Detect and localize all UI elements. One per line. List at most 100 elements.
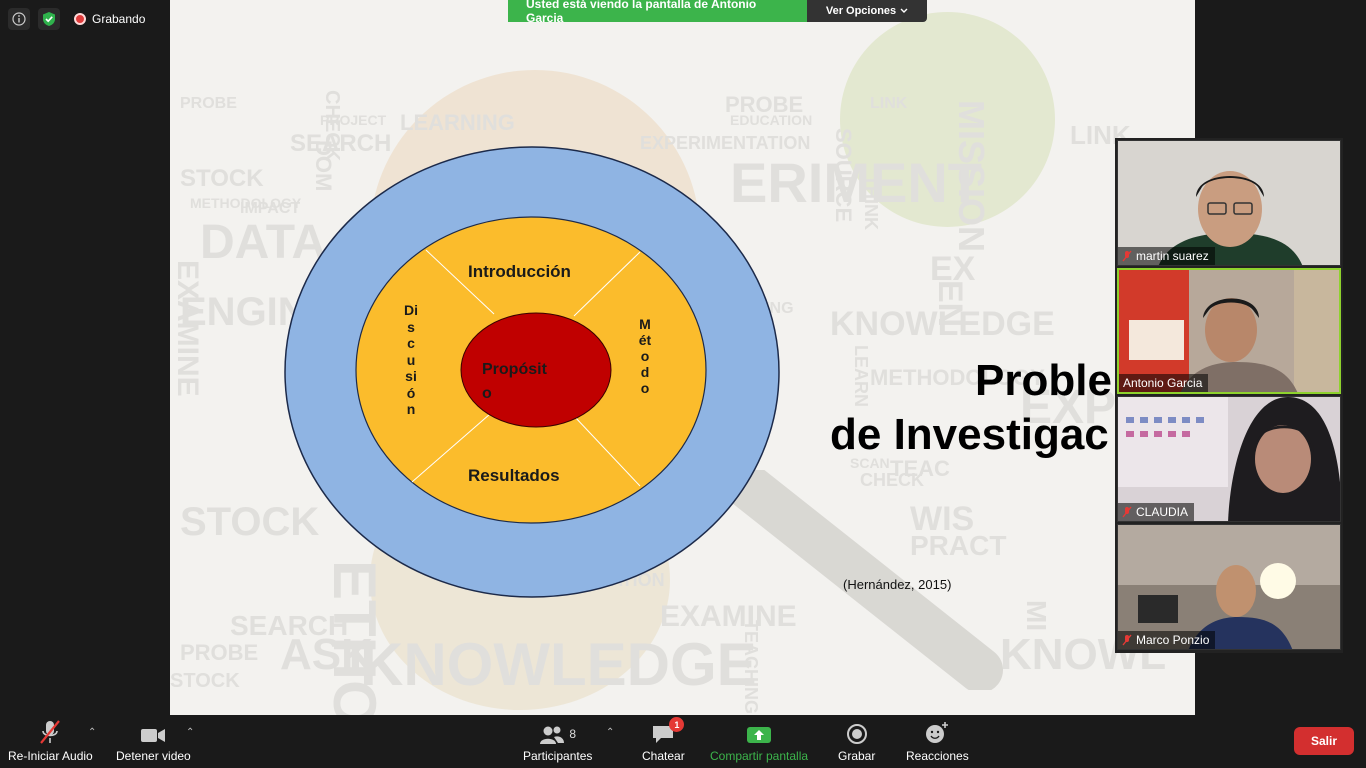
slide-title-line2: de Investigac [830, 410, 1109, 459]
video-button[interactable]: Detener video [116, 719, 191, 763]
record-button[interactable]: Grabar [838, 719, 875, 763]
diagram-label-proposito-line2: o [482, 385, 492, 402]
video-button-label: Detener video [116, 749, 191, 763]
smiley-plus-icon [926, 722, 949, 743]
audio-button-label: Re-Iniciar Audio [8, 749, 93, 763]
shield-check-icon [43, 12, 55, 26]
background-word: LEARN [851, 345, 871, 407]
participant-tile[interactable]: martin suarez [1117, 140, 1341, 266]
background-word: SCAN [850, 455, 890, 471]
diagram-label-resultados: Resultados [468, 466, 560, 485]
background-word: EN [931, 280, 969, 328]
meeting-toolbar: Re-Iniciar Audio ⌃ Detener video ⌃ 8 Par… [0, 715, 1366, 768]
shared-screen: PROBE CHECK LEARNING PROBE LINK MISSION PROJEC… [170, 0, 1195, 715]
chevron-down-icon [900, 8, 908, 13]
background-word: ASK [280, 630, 373, 679]
participant-video-feed [1118, 141, 1340, 265]
background-word: PROBE [725, 92, 804, 117]
background-word: LINK [870, 95, 908, 112]
background-word: EXPERIMENTATION [640, 133, 811, 153]
background-word: ERIMENT [730, 151, 982, 214]
background-word: TEACHING [741, 620, 761, 714]
mic-muted-icon [1122, 506, 1132, 518]
participants-count: 8 [569, 727, 577, 741]
recording-dot-icon [74, 13, 86, 25]
decorative-circle-green [840, 12, 1055, 227]
background-word: KNOWLEDGE [830, 305, 1055, 343]
share-screen-button[interactable]: Compartir pantalla [710, 719, 808, 763]
participant-name: Antonio Garcia [1123, 376, 1203, 390]
participant-name-tag: martin suarez [1118, 247, 1215, 265]
reactions-button[interactable]: Reacciones [906, 719, 969, 763]
background-word: ETHOD [321, 560, 388, 715]
leave-meeting-button[interactable]: Salir [1294, 727, 1354, 755]
chat-button[interactable]: 1 Chatear [642, 717, 685, 763]
participant-name-tag: CLAUDIA [1118, 503, 1195, 521]
recording-label: Grabando [92, 12, 146, 26]
diagram-label-metodo: Método [638, 316, 652, 396]
background-word: EDUCATION [730, 112, 813, 128]
participant-video-feed [1118, 397, 1340, 521]
background-word: PRACT [910, 530, 1007, 561]
participant-video-feed [1119, 270, 1339, 392]
participant-gallery: martin suarez Antonio Garcia [1115, 138, 1343, 653]
background-word: MI [1021, 600, 1052, 632]
background-word: PROBE [180, 640, 259, 665]
view-options-label: Ver Opciones [825, 5, 897, 17]
background-word: EX [930, 250, 976, 288]
recording-indicator[interactable]: Grabando [68, 8, 151, 30]
participant-name-tag: Antonio Garcia [1119, 374, 1209, 392]
audio-options-chevron-icon[interactable]: ⌃ [88, 727, 97, 738]
diagram-label-proposito-line1: Propósit [482, 361, 547, 378]
share-screen-button-label: Compartir pantalla [710, 749, 809, 763]
participant-video-feed [1118, 525, 1340, 649]
participant-name: Marco Ponzio [1136, 633, 1210, 647]
background-word: STOCK [180, 500, 320, 544]
participant-name: CLAUDIA [1136, 505, 1189, 519]
background-word: WIS [910, 500, 975, 538]
chat-unread-badge: 1 [669, 717, 685, 732]
magnifier-handle-graphic [730, 470, 1003, 690]
participant-tile[interactable]: CLAUDIA [1117, 396, 1341, 522]
view-options-button[interactable]: Ver Opciones [807, 0, 927, 22]
encryption-button[interactable] [38, 8, 60, 30]
record-button-label: Grabar [838, 749, 876, 763]
background-word: SEARCH [230, 610, 349, 641]
mic-muted-icon [1122, 250, 1132, 262]
background-word: DATA [200, 216, 327, 269]
video-camera-icon [141, 729, 166, 742]
participant-tile[interactable]: Marco Ponzio [1117, 524, 1341, 650]
share-banner-text: Usted está viendo la pantalla de Antonio… [508, 0, 807, 25]
participants-button-label: Participantes [523, 749, 593, 763]
meeting-status-bar: Grabando [8, 8, 151, 30]
background-word: CHECK [860, 470, 925, 490]
participant-name: martin suarez [1136, 249, 1209, 263]
background-word: STOCK [180, 165, 264, 192]
chat-button-label: Chatear [642, 749, 685, 763]
background-word: SEARCH [290, 130, 392, 157]
background-word: DOM [311, 140, 336, 192]
slide-title-line1: Proble [975, 356, 1112, 405]
concentric-circles-graphic [284, 146, 780, 598]
background-word: EXAMINE [660, 600, 797, 633]
background-word: MISSION [951, 100, 992, 253]
share-screen-icon [747, 727, 772, 743]
participants-button[interactable]: 8 Participantes [523, 719, 592, 763]
background-word: TEAC [890, 456, 950, 481]
background-word: PROJECT [320, 112, 387, 128]
background-word: CHECK [321, 90, 343, 162]
background-word: EXAMINE [171, 260, 204, 397]
audio-button[interactable]: Re-Iniciar Audio [8, 719, 93, 763]
participant-tile-active-speaker[interactable]: Antonio Garcia [1117, 268, 1341, 394]
background-word: PROBE [180, 95, 237, 112]
research-components-diagram: Introducción Resultados Discusión Método… [284, 146, 780, 598]
diagram-label-introduccion: Introducción [468, 262, 571, 281]
info-icon [12, 12, 26, 26]
background-word: STOCK [170, 670, 240, 692]
video-options-chevron-icon[interactable]: ⌃ [186, 727, 195, 738]
participants-options-chevron-icon[interactable]: ⌃ [606, 727, 615, 738]
record-icon [846, 724, 867, 744]
meeting-info-button[interactable] [8, 8, 30, 30]
background-word: KNOWLEDGE [360, 631, 757, 698]
screen-share-banner: Usted está viendo la pantalla de Antonio… [508, 0, 927, 25]
